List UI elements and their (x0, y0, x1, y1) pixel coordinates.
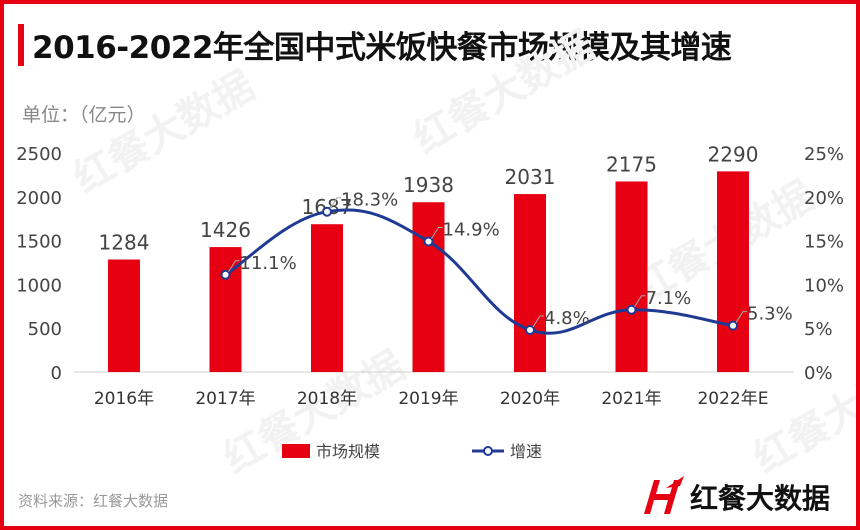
y-left-tick: 500 (28, 319, 62, 340)
brand-logo: 红餐大数据 (644, 476, 830, 515)
label-leader (735, 311, 747, 323)
bar-label: 2290 (708, 142, 759, 166)
bar (311, 224, 343, 372)
chart-plot: 红餐大数据红餐大数据红餐大数据红餐大数据红餐大数据050010001500200… (16, 23, 856, 483)
line-label: 4.8% (544, 308, 590, 329)
legend-marker (483, 446, 493, 456)
watermark: 红餐大数据 (746, 343, 856, 483)
bar-label: 1938 (403, 173, 454, 197)
legend-swatch-bar (282, 444, 310, 458)
growth-point (728, 320, 738, 331)
growth-point (626, 304, 637, 315)
y-left-tick: 1500 (16, 232, 62, 253)
svg-text:红餐大数据: 红餐大数据 (690, 482, 830, 515)
unit-label: 单位：（亿元） (22, 104, 146, 126)
bar-label: 1284 (99, 231, 150, 255)
x-tick: 2019年 (398, 389, 458, 409)
growth-point (220, 269, 231, 280)
x-tick: 2018年 (297, 389, 357, 409)
y-right-tick: 0% (804, 363, 833, 384)
x-tick: 2016年 (94, 389, 154, 409)
bar (717, 171, 749, 372)
growth-line (224, 208, 734, 335)
watermark: 红餐大数据 (406, 23, 602, 163)
y-left-tick: 0 (51, 363, 62, 384)
bar (615, 181, 648, 372)
label-leader (532, 315, 544, 328)
label-leader (228, 260, 240, 273)
watermark: 红餐大数据 (66, 63, 262, 203)
label-leader (431, 226, 443, 239)
bar (108, 259, 140, 372)
legend-label-line: 增速 (510, 442, 542, 461)
label-leader (634, 295, 646, 308)
y-right-tick: 25% (804, 144, 844, 165)
y-left-tick: 2500 (16, 144, 62, 165)
bar-label: 1426 (200, 218, 251, 242)
y-right-tick: 20% (804, 188, 844, 209)
x-tick: 2017年 (195, 389, 255, 409)
source-note: 资料来源：红餐大数据 (18, 492, 169, 510)
y-right-tick: 5% (804, 319, 833, 340)
line-label: 14.9% (443, 219, 500, 240)
y-left-tick: 2000 (16, 188, 62, 209)
x-tick: 2021年 (601, 389, 661, 409)
x-tick: 2022年E (697, 389, 768, 409)
legend-label-bar: 市场规模 (316, 442, 380, 461)
growth-point (423, 236, 434, 247)
y-right-tick: 15% (804, 232, 844, 253)
line-label: 18.3% (341, 190, 398, 211)
bar (514, 194, 546, 372)
line-label: 5.3% (747, 304, 793, 325)
bar-label: 2175 (606, 152, 657, 176)
growth-point (525, 324, 535, 335)
bar (412, 202, 445, 372)
label-leader (329, 197, 341, 209)
growth-point (322, 206, 332, 217)
title-accent (18, 24, 24, 66)
y-left-tick: 1000 (16, 275, 62, 296)
bar-label: 2031 (505, 165, 556, 189)
line-label: 7.1% (646, 288, 692, 309)
line-label: 11.1% (240, 253, 297, 274)
y-right-tick: 10% (804, 275, 844, 296)
chart-title: 2016-2022年全国中式米饭快餐市场规模及其增速 (32, 30, 732, 66)
x-tick: 2020年 (500, 389, 560, 409)
